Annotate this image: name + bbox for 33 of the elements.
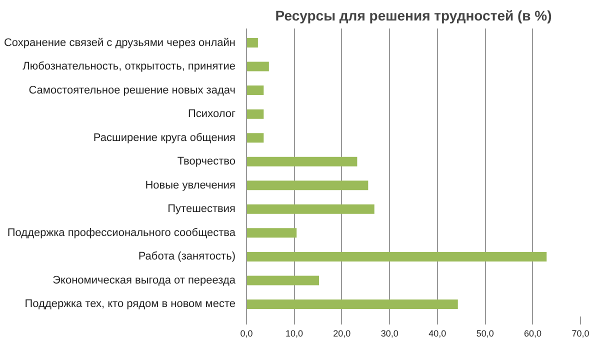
chart-title: Ресурсы для решения трудностей (в %) bbox=[275, 8, 552, 24]
bar bbox=[246, 276, 320, 286]
y-tick-label: Расширение круга общения bbox=[93, 132, 236, 144]
y-tick-label: Сохранение связей с друзьями через онлайн bbox=[4, 36, 236, 49]
bar bbox=[246, 180, 368, 190]
x-tick-label: 50,0 bbox=[476, 328, 494, 338]
x-tick-label: 0,0 bbox=[240, 328, 253, 338]
y-tick-label: Поддержка тех, кто рядом в новом месте bbox=[24, 298, 236, 310]
bar bbox=[246, 62, 269, 72]
x-tick-label: 60,0 bbox=[524, 328, 542, 338]
y-tick-label: Психолог bbox=[188, 108, 236, 120]
bar bbox=[246, 133, 264, 143]
y-tick-label: Любознательность, открытость, принятие bbox=[22, 60, 236, 73]
x-tick-label: 30,0 bbox=[380, 328, 398, 338]
bar bbox=[246, 204, 374, 214]
x-tick-label: 40,0 bbox=[428, 328, 446, 338]
y-tick-label: Творчество bbox=[177, 156, 236, 168]
x-tick-label: 10,0 bbox=[285, 328, 303, 338]
bar bbox=[246, 156, 358, 166]
y-tick-label: Самостоятельное решение новых задач bbox=[28, 84, 236, 96]
bar bbox=[246, 252, 547, 262]
y-tick-label: Новые увлечения bbox=[145, 179, 236, 192]
bar bbox=[246, 299, 458, 309]
bar bbox=[246, 228, 297, 238]
bar bbox=[246, 109, 264, 119]
y-tick-label: Поддержка профессионального сообщества bbox=[7, 226, 236, 239]
x-tick-label: 20,0 bbox=[333, 328, 351, 338]
bar bbox=[246, 86, 264, 96]
y-tick-label: Путешествия bbox=[168, 203, 236, 216]
y-tick-label: Экономическая выгода от переезда bbox=[52, 274, 236, 286]
x-tick-label: 70,0 bbox=[572, 328, 590, 338]
bar bbox=[246, 38, 258, 48]
y-tick-label: Работа (занятость) bbox=[138, 250, 236, 263]
